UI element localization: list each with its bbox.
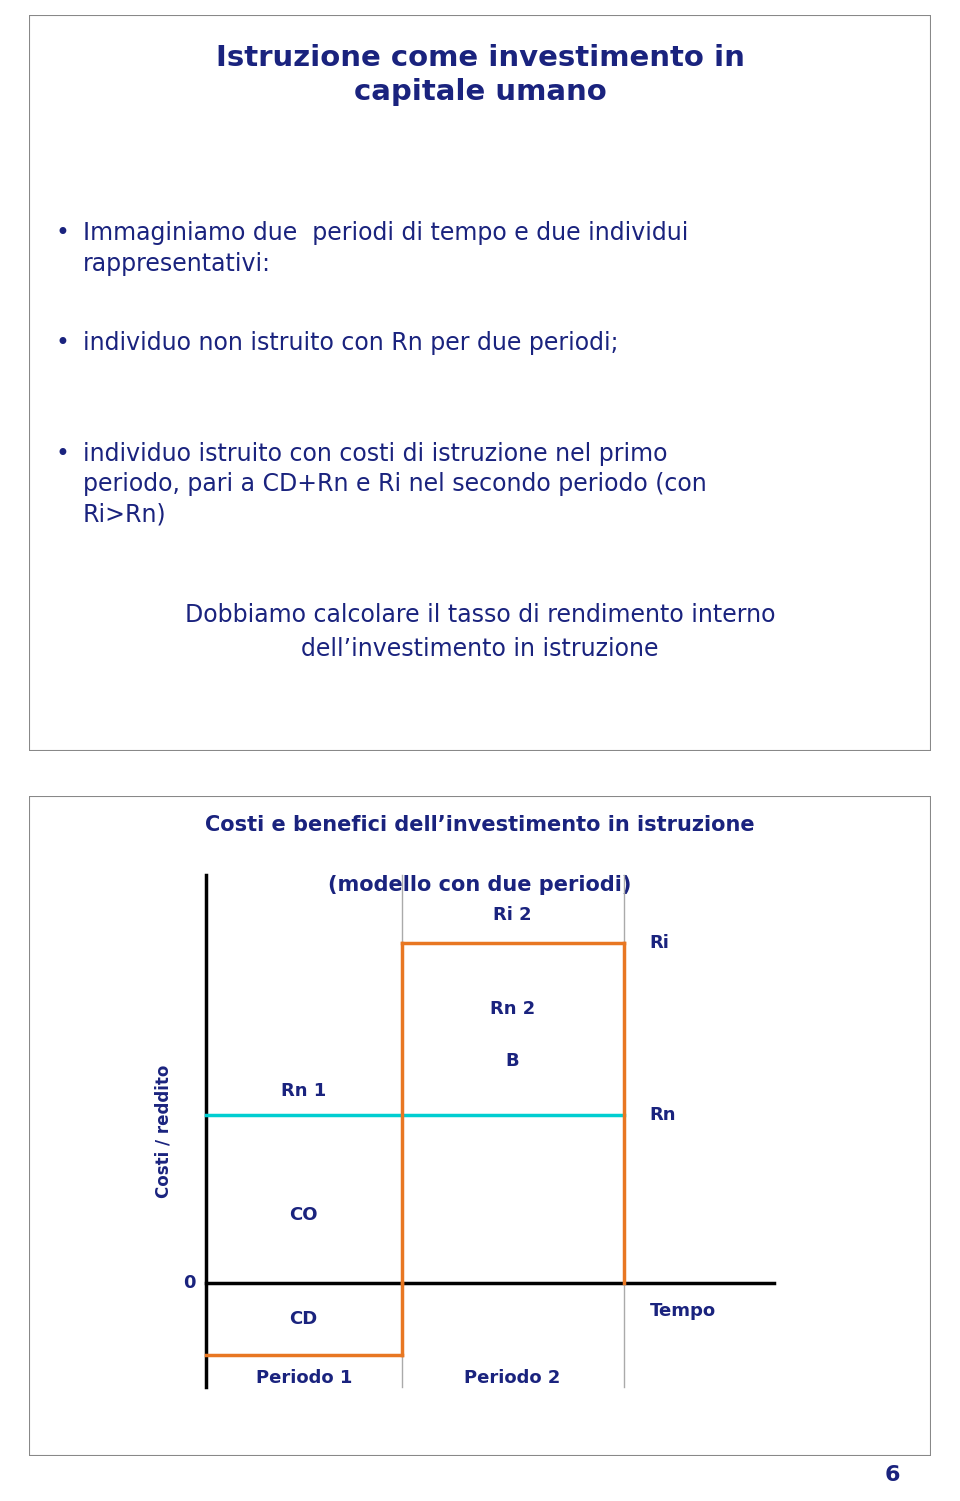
Text: Rn 1: Rn 1 bbox=[281, 1082, 326, 1100]
Text: Periodo 2: Periodo 2 bbox=[465, 1369, 561, 1387]
Text: 6: 6 bbox=[885, 1465, 900, 1484]
Text: Immaginiamo due  periodi di tempo e due individui
rappresentativi:: Immaginiamo due periodi di tempo e due i… bbox=[83, 221, 688, 276]
Text: Periodo 1: Periodo 1 bbox=[255, 1369, 352, 1387]
Text: B: B bbox=[506, 1052, 519, 1070]
Text: Istruzione come investimento in
capitale umano: Istruzione come investimento in capitale… bbox=[216, 45, 744, 107]
Text: •: • bbox=[56, 441, 70, 465]
Text: (modello con due periodi): (modello con due periodi) bbox=[328, 875, 632, 895]
Text: Tempo: Tempo bbox=[650, 1303, 716, 1321]
Text: Ri 2: Ri 2 bbox=[493, 907, 532, 925]
FancyBboxPatch shape bbox=[29, 15, 931, 750]
Text: Costi e benefici dell’investimento in istruzione: Costi e benefici dell’investimento in is… bbox=[205, 815, 755, 836]
Text: •: • bbox=[56, 332, 70, 356]
Text: individuo non istruito con Rn per due periodi;: individuo non istruito con Rn per due pe… bbox=[83, 332, 618, 356]
Text: Dobbiamo calcolare il tasso di rendimento interno
dell’investimento in istruzion: Dobbiamo calcolare il tasso di rendiment… bbox=[184, 603, 776, 660]
Text: CD: CD bbox=[290, 1310, 318, 1328]
Text: Rn: Rn bbox=[650, 1106, 676, 1124]
FancyBboxPatch shape bbox=[29, 796, 931, 1456]
Text: Rn 2: Rn 2 bbox=[490, 1000, 536, 1018]
Text: •: • bbox=[56, 221, 70, 245]
Text: 0: 0 bbox=[183, 1274, 196, 1292]
Text: Costi / reddito: Costi / reddito bbox=[155, 1064, 173, 1198]
Text: CO: CO bbox=[290, 1207, 318, 1225]
Text: Ri: Ri bbox=[650, 934, 670, 952]
Text: individuo istruito con costi di istruzione nel primo
periodo, pari a CD+Rn e Ri : individuo istruito con costi di istruzio… bbox=[83, 441, 707, 527]
